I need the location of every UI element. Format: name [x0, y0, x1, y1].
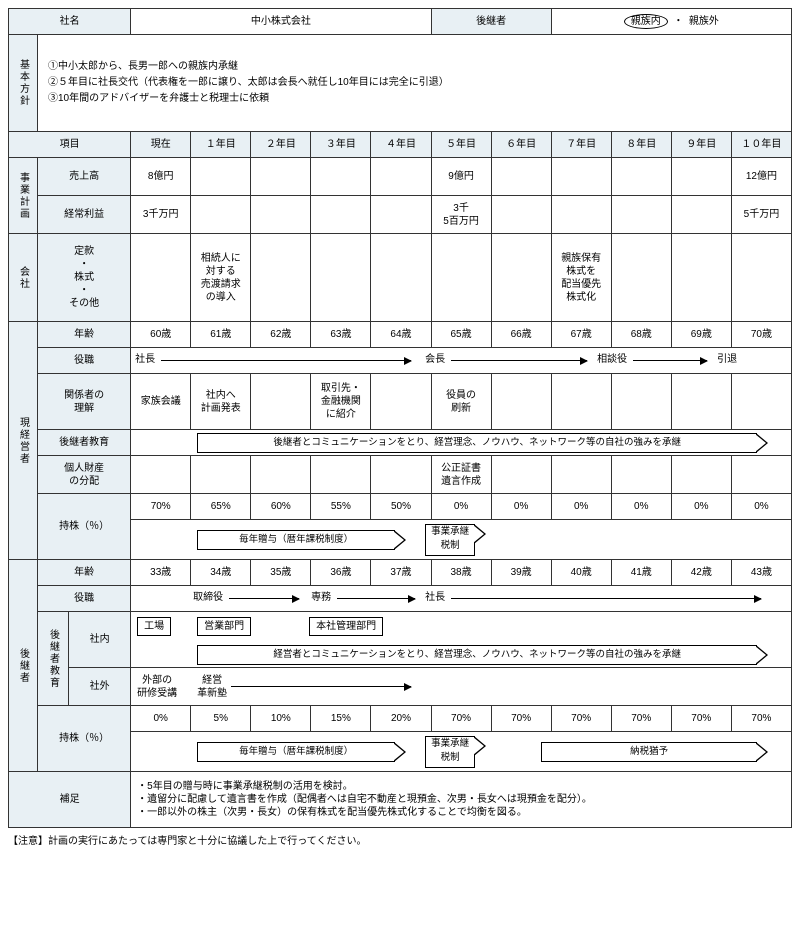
sup-label: 補足	[9, 772, 131, 828]
succ-external: 外部の 研修受講 経営 革新塾	[131, 668, 792, 706]
succ-internal-arrow: 経営者とコミュニケーションをとり、経営理念、ノウハウ、ネットワーク等の自社の強み…	[131, 642, 792, 668]
company-label: 会社	[9, 234, 38, 322]
big-arrow-icon: 後継者とコミュニケーションをとり、経営理念、ノウハウ、ネットワーク等の自社の強み…	[197, 433, 757, 453]
biz-label: 事業計画	[9, 158, 38, 234]
succ-internal-boxes: 工場 営業部門 本社管理部門	[131, 612, 792, 642]
big-arrow-icon: 毎年贈与（暦年課税制度）	[197, 742, 395, 762]
arrow-icon	[231, 686, 411, 687]
succ-role-timeline: 取締役 専務 社長	[131, 586, 792, 612]
company-label: 社名	[9, 9, 131, 35]
item-label: 項目	[9, 132, 131, 158]
current-share-arrows: 毎年贈与（暦年課税制度） 事業承継 税制	[131, 520, 792, 560]
big-arrow-icon: 事業承継 税制	[425, 524, 475, 556]
big-arrow-icon: 事業承継 税制	[425, 736, 475, 768]
big-arrow-icon: 納税猶予	[541, 742, 757, 762]
succ-internal-badge: 親族内	[624, 14, 668, 29]
current-label: 現経営者	[9, 322, 38, 560]
arrow-icon	[633, 360, 707, 361]
arrow-icon	[451, 598, 761, 599]
company-name: 中小株式会社	[131, 9, 431, 35]
arrow-icon	[229, 598, 299, 599]
sup-body: ・5年目の贈与時に事業承継税制の活用を検討。 ・遺留分に配慮して遺言書を作成（配…	[131, 772, 792, 828]
successor-type: 親族内 ・ 親族外	[551, 9, 791, 35]
succ-label: 後継者	[9, 560, 38, 772]
current-edu-arrow: 後継者とコミュニケーションをとり、経営理念、ノウハウ、ネットワーク等の自社の強み…	[131, 430, 792, 456]
succ-share-arrows: 毎年贈与（暦年課税制度） 事業承継 税制 納税猶予	[131, 732, 792, 772]
arrow-icon	[451, 360, 587, 361]
succession-plan-table: 社名 中小株式会社 後継者 親族内 ・ 親族外 基本方針 ①中小太郎から、長男一…	[8, 8, 792, 828]
successor-label: 後継者	[431, 9, 551, 35]
policy-label: 基本方針	[9, 35, 38, 132]
footer-note: 【注意】計画の実行にあたっては専門家と十分に協議した上で行ってください。	[8, 832, 792, 847]
current-role-timeline: 社長 会長 相談役 引退	[131, 348, 792, 374]
big-arrow-icon: 経営者とコミュニケーションをとり、経営理念、ノウハウ、ネットワーク等の自社の強み…	[197, 645, 757, 665]
big-arrow-icon: 毎年贈与（暦年課税制度）	[197, 530, 395, 550]
policy-body: ①中小太郎から、長男一郎への親族内承継 ②５年目に社長交代（代表権を一郎に譲り、…	[37, 35, 791, 132]
arrow-icon	[161, 360, 411, 361]
succ-external: 親族外	[689, 16, 719, 27]
arrow-icon	[337, 598, 415, 599]
